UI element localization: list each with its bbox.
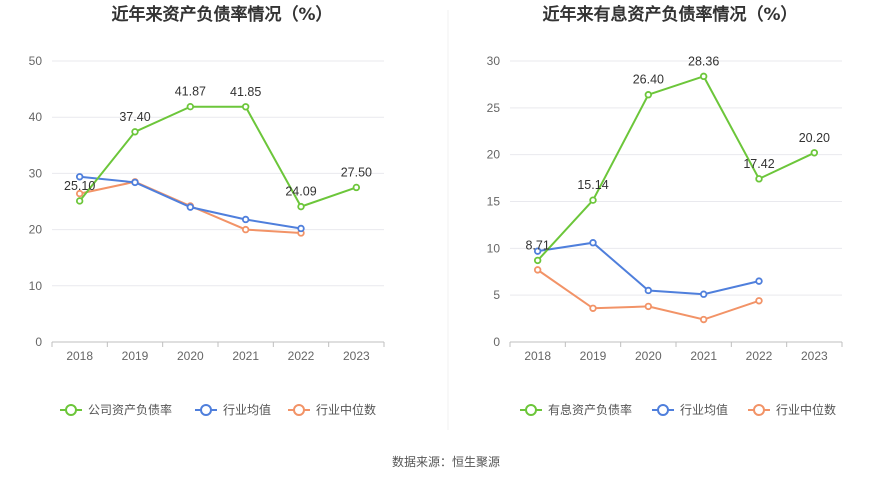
legend-label: 行业均值 [680,402,728,417]
y-tick-label: 30 [487,54,501,68]
data-label: 20.20 [799,131,830,145]
x-tick-label: 2020 [177,349,204,363]
legend-marker [200,404,212,416]
data-label: 41.85 [230,85,261,99]
legend-marker [525,404,537,416]
series-line [537,241,760,296]
data-point [699,315,708,324]
data-point [352,183,361,192]
data-point [131,178,139,187]
legend-item[interactable]: 有息资产负债率 [520,402,632,417]
legend-marker [65,404,77,416]
data-point [644,91,653,99]
chart-2: 近年来有息资产负债率情况（%） 0 5 10 15 20 25 30 2018 2019 2020 2… [487,4,843,417]
x-tick-label: 2019 [122,349,149,363]
data-point [297,224,305,233]
x-tick-label: 2018 [524,349,551,363]
data-point [755,277,763,285]
legend-label: 有息资产负债率 [548,402,632,417]
y-tick-label: 25 [487,101,501,115]
x-tick-label: 2020 [635,349,662,363]
legend-item[interactable]: 行业均值 [652,402,728,417]
data-point [75,189,84,198]
chart-title: 近年来有息资产负债率情况（%） [542,4,797,25]
data-label: 24.09 [285,185,316,199]
data-point [533,266,542,274]
legend-item[interactable]: 行业中位数 [288,402,376,417]
data-point [533,256,542,265]
x-tick-label: 2021 [690,349,717,363]
x-tick-label: 2021 [232,349,259,363]
data-label: 26.40 [633,73,664,87]
y-tick-label: 50 [29,54,43,68]
legend-item[interactable]: 行业中位数 [748,402,836,417]
legend-label: 行业中位数 [316,402,376,417]
data-point [241,225,250,234]
data-point [699,72,708,81]
y-tick-label: 5 [493,288,500,302]
data-label: 37.40 [119,110,150,124]
data-label: 17.42 [743,157,774,171]
x-tick-label: 2019 [580,349,607,363]
data-point [75,173,84,181]
data-point [589,239,597,247]
data-point [755,175,763,183]
x-tick-label: 2023 [801,349,828,363]
data-point [241,215,250,224]
y-tick-label: 20 [487,148,501,162]
data-label: 28.36 [688,54,719,68]
data-label: 15.14 [577,178,608,192]
legend-label: 行业均值 [223,402,271,417]
x-tick-label: 2023 [343,349,370,363]
data-point [589,196,597,204]
y-tick-label: 10 [487,241,501,255]
y-tick-label: 40 [29,110,43,124]
data-source: 数据来源：恒生聚源 [392,454,500,469]
data-point [186,203,195,211]
y-tick-label: 30 [29,166,43,180]
data-point [810,149,819,157]
data-point [131,128,139,136]
data-label: 8.71 [525,238,549,252]
legend-item[interactable]: 公司资产负债率 [60,402,172,417]
data-point [644,286,653,295]
legend-label: 公司资产负债率 [88,402,172,417]
legend-label: 行业中位数 [776,402,836,417]
y-tick-label: 0 [35,335,42,349]
legend-item[interactable]: 行业均值 [195,402,271,417]
data-point [75,197,84,205]
data-point [699,290,708,298]
series-line [536,75,815,262]
legend-marker [293,404,305,416]
data-label: 41.87 [175,85,206,99]
x-tick-label: 2022 [288,349,315,363]
data-point [644,302,653,311]
series-line [78,105,357,208]
data-label: 27.50 [341,165,372,179]
chart-title: 近年来资产负债率情况（%） [111,4,332,25]
legend-marker [753,404,765,416]
data-point [297,202,305,211]
x-tick-label: 2018 [66,349,93,363]
data-point [241,103,250,111]
data-point [589,304,597,312]
data-point [533,247,542,255]
y-tick-label: 20 [29,223,43,237]
data-point [755,297,763,305]
chart-1: 近年来资产负债率情况（%） 0 10 20 30 40 50 2018 2019 2020 2021… [29,4,385,417]
y-tick-label: 0 [493,335,500,349]
legend-marker [657,404,669,416]
x-tick-label: 2022 [746,349,773,363]
data-point [186,102,195,111]
y-tick-label: 10 [29,279,43,293]
y-tick-label: 15 [487,195,501,209]
data-label: 25.10 [64,179,95,193]
